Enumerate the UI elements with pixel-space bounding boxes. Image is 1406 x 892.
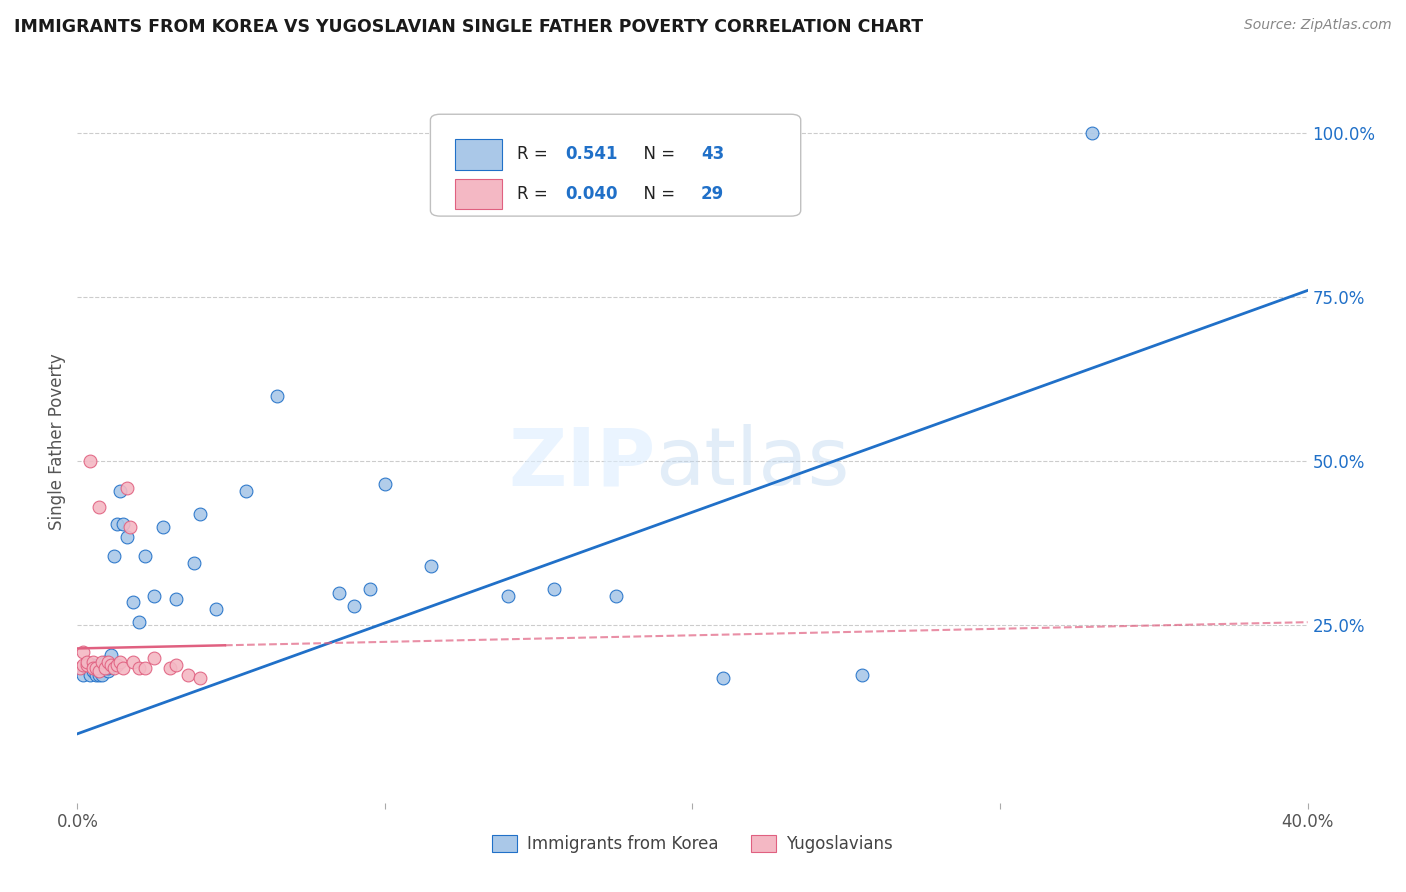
Point (266, 388, 288, 402)
Point (110, 655, 132, 669)
Point (188, 507, 212, 521)
Point (105, 516, 128, 531)
Text: 0.541: 0.541 (565, 145, 619, 163)
Point (374, 477, 396, 491)
Text: atlas: atlas (655, 425, 849, 502)
Point (359, 582, 381, 597)
Point (165, 592, 187, 607)
Y-axis label: Single Father Poverty: Single Father Poverty (48, 353, 66, 530)
Point (79, 454, 101, 468)
FancyBboxPatch shape (430, 114, 801, 216)
FancyBboxPatch shape (456, 139, 502, 169)
Point (115, 530, 138, 544)
Point (118, 520, 141, 534)
Point (72, 645, 94, 659)
Point (87, 665, 110, 679)
Point (112, 516, 135, 531)
Point (76, 657, 98, 672)
Point (496, 589, 519, 603)
Point (851, 667, 873, 681)
Text: N =: N = (634, 185, 681, 203)
Point (87, 667, 110, 681)
Point (90, 655, 114, 669)
Point (94, 661, 117, 675)
Point (100, 648, 122, 662)
Point (711, 671, 734, 685)
Point (177, 667, 200, 681)
Point (110, 483, 132, 498)
Legend: Immigrants from Korea, Yugoslavians: Immigrants from Korea, Yugoslavians (485, 828, 900, 860)
Point (94, 655, 117, 669)
Text: R =: R = (516, 185, 553, 203)
Point (204, 602, 226, 616)
Point (72, 667, 94, 681)
Point (84, 661, 107, 675)
Point (69, 661, 91, 675)
Point (112, 661, 135, 675)
Point (87, 665, 110, 679)
Point (605, 589, 627, 603)
Point (420, 559, 443, 574)
Point (134, 549, 156, 564)
Point (159, 661, 181, 675)
FancyBboxPatch shape (456, 179, 502, 210)
Point (1081, 126, 1104, 140)
Point (165, 657, 187, 672)
Point (97, 655, 120, 669)
Point (152, 520, 174, 534)
Point (82, 665, 104, 679)
Point (90, 661, 114, 675)
Point (328, 585, 350, 599)
Point (235, 483, 257, 498)
Point (188, 671, 212, 685)
Point (143, 589, 166, 603)
Text: IMMIGRANTS FROM KOREA VS YUGOSLAVIAN SINGLE FATHER POVERTY CORRELATION CHART: IMMIGRANTS FROM KOREA VS YUGOSLAVIAN SIN… (14, 18, 924, 36)
Text: 29: 29 (702, 185, 724, 203)
Point (115, 481, 138, 495)
Point (97, 661, 120, 675)
Point (82, 657, 104, 672)
Point (143, 651, 166, 665)
Text: ZIP: ZIP (509, 425, 655, 502)
Point (97, 665, 120, 679)
Point (76, 655, 98, 669)
Point (121, 595, 143, 609)
Point (103, 661, 125, 675)
Point (105, 657, 128, 672)
Text: 43: 43 (702, 145, 724, 163)
Point (76, 661, 98, 675)
Point (100, 657, 122, 672)
Point (183, 556, 205, 570)
Point (87, 500, 110, 515)
Point (82, 661, 104, 675)
Point (128, 661, 150, 675)
Point (84, 667, 107, 681)
Point (72, 657, 94, 672)
Point (90, 667, 114, 681)
Point (128, 615, 150, 630)
Point (79, 657, 101, 672)
Point (84, 661, 107, 675)
Text: N =: N = (634, 145, 681, 163)
Point (134, 661, 156, 675)
Point (103, 549, 125, 564)
Point (79, 667, 101, 681)
Point (82, 655, 104, 669)
Point (343, 599, 366, 613)
Text: 0.040: 0.040 (565, 185, 619, 203)
Point (121, 655, 143, 669)
Text: R =: R = (516, 145, 553, 163)
Text: Source: ZipAtlas.com: Source: ZipAtlas.com (1244, 18, 1392, 32)
Point (543, 582, 565, 597)
